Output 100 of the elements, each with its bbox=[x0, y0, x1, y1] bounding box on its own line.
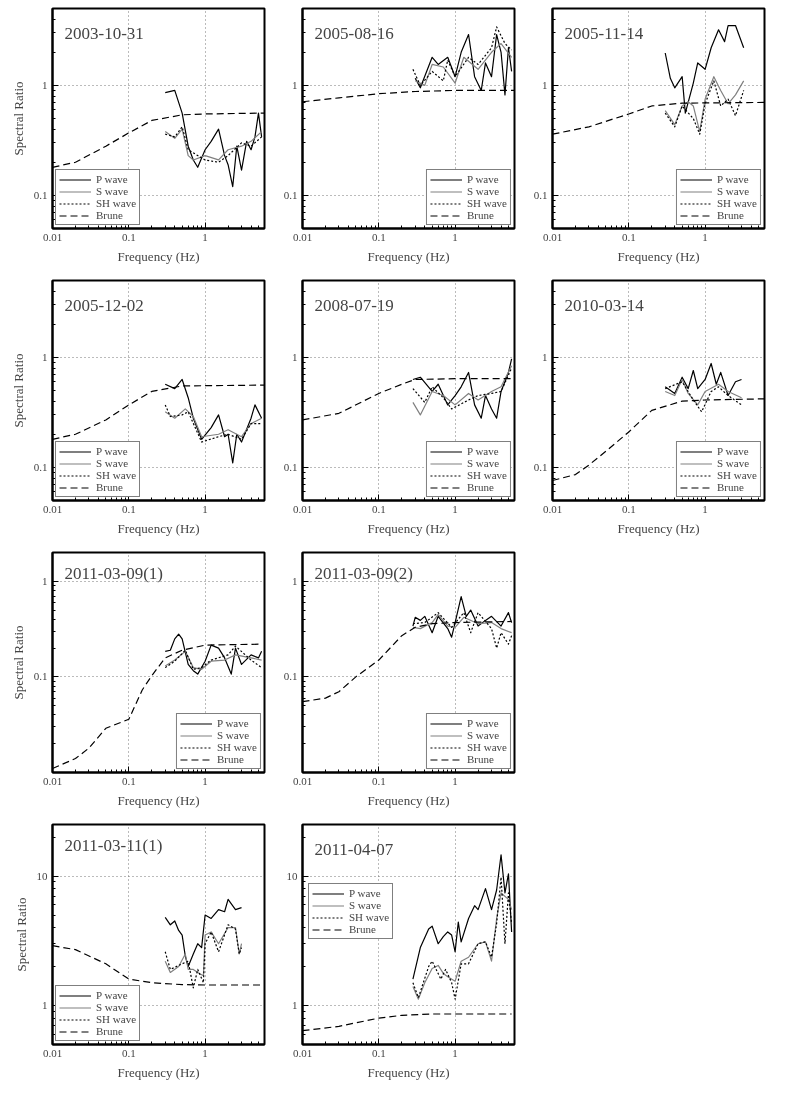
legend-label: SH wave bbox=[96, 469, 137, 481]
x-axis-title: Frequency (Hz) bbox=[117, 248, 200, 264]
legend-label: Brune bbox=[96, 1025, 123, 1037]
y-tick-label: 1 bbox=[292, 78, 298, 91]
text: 2003-10-31 bbox=[64, 23, 144, 43]
legend-label: Brune bbox=[466, 209, 494, 221]
x-tick-label: 1 bbox=[452, 230, 458, 243]
x-tick-label: 0.01 bbox=[292, 774, 313, 787]
x-tick-label: 0.01 bbox=[292, 230, 313, 243]
legend-label: S wave bbox=[466, 457, 500, 469]
x-tick-label: 0.01 bbox=[292, 1046, 313, 1059]
y-axis-title: Spectral Ratio bbox=[10, 625, 26, 700]
legend-label: P wave bbox=[716, 445, 749, 457]
legend-label: P wave bbox=[349, 887, 381, 899]
legend-label: P wave bbox=[716, 173, 749, 185]
x-axis-title: Frequency (Hz) bbox=[617, 520, 700, 536]
legend-label: S wave bbox=[716, 457, 750, 469]
legend-label: S wave bbox=[96, 185, 129, 197]
legend-label: S wave bbox=[716, 185, 750, 197]
y-tick-label: 0.1 bbox=[533, 460, 548, 473]
x-tick-label: 0.1 bbox=[371, 774, 386, 787]
legend-label: SH wave bbox=[466, 741, 507, 753]
legend-label: S wave bbox=[216, 729, 250, 741]
legend-label: S wave bbox=[96, 1001, 129, 1013]
legend-label: SH wave bbox=[216, 741, 257, 753]
legend-label: Brune bbox=[349, 923, 376, 935]
text: 2011-03-09(1) bbox=[64, 563, 164, 583]
legend-label: Brune bbox=[216, 753, 244, 765]
y-axis-title: Spectral Ratio bbox=[13, 897, 29, 972]
legend-label: S wave bbox=[349, 899, 382, 911]
x-tick-label: 1 bbox=[452, 774, 458, 787]
x-tick-label: 0.1 bbox=[121, 774, 136, 787]
y-tick-label: 1 bbox=[42, 574, 48, 587]
legend-label: P wave bbox=[466, 717, 499, 729]
x-tick-label: 1 bbox=[702, 502, 708, 515]
y-axis-title: Spectral Ratio bbox=[10, 81, 26, 156]
y-tick-label: 1 bbox=[292, 350, 298, 363]
y-tick-label: 0.1 bbox=[283, 188, 298, 201]
y-tick-label: 0.1 bbox=[533, 188, 548, 201]
text: 2011-04-07 bbox=[314, 839, 394, 859]
y-tick-label: 1 bbox=[542, 350, 548, 363]
text: 2010-03-14 bbox=[564, 295, 645, 315]
legend-label: Brune bbox=[96, 209, 123, 221]
x-axis-title: Frequency (Hz) bbox=[367, 792, 450, 808]
x-tick-label: 1 bbox=[202, 1046, 208, 1059]
text: 2005-11-14 bbox=[564, 23, 644, 43]
x-tick-label: 1 bbox=[202, 774, 208, 787]
x-axis-title: Frequency (Hz) bbox=[367, 1064, 450, 1080]
text: 2005-12-02 bbox=[64, 295, 144, 315]
legend-label: Brune bbox=[716, 209, 744, 221]
legend-label: P wave bbox=[96, 989, 128, 1001]
x-axis-title: Frequency (Hz) bbox=[367, 248, 450, 264]
x-axis-title: Frequency (Hz) bbox=[617, 248, 700, 264]
y-tick-label: 0.1 bbox=[33, 670, 48, 683]
y-tick-label: 10 bbox=[36, 869, 48, 882]
legend-label: SH wave bbox=[96, 1013, 137, 1025]
legend-label: S wave bbox=[466, 185, 500, 197]
text: 2011-03-11(1) bbox=[64, 835, 163, 855]
legend-label: P wave bbox=[466, 445, 499, 457]
x-tick-label: 0.1 bbox=[621, 230, 636, 243]
x-tick-label: 0.01 bbox=[542, 230, 563, 243]
x-axis-title: Frequency (Hz) bbox=[117, 792, 200, 808]
x-tick-label: 1 bbox=[452, 1046, 458, 1059]
legend-label: Brune bbox=[466, 753, 494, 765]
y-tick-label: 0.1 bbox=[33, 460, 48, 473]
legend-label: SH wave bbox=[716, 197, 757, 209]
y-tick-label: 1 bbox=[42, 78, 48, 91]
legend-label: P wave bbox=[466, 173, 499, 185]
y-tick-label: 1 bbox=[542, 78, 548, 91]
y-tick-label: 0.1 bbox=[283, 460, 298, 473]
x-tick-label: 1 bbox=[202, 230, 208, 243]
x-tick-label: 0.01 bbox=[42, 1046, 63, 1059]
x-tick-label: 0.1 bbox=[371, 1046, 386, 1059]
y-tick-label: 1 bbox=[292, 574, 298, 587]
x-tick-label: 0.1 bbox=[121, 230, 136, 243]
x-tick-label: 0.1 bbox=[371, 502, 386, 515]
x-tick-label: 0.1 bbox=[121, 502, 136, 515]
legend-label: SH wave bbox=[466, 197, 507, 209]
y-tick-label: 0.1 bbox=[283, 670, 298, 683]
y-tick-label: 10 bbox=[286, 869, 298, 882]
legend-label: Brune bbox=[96, 481, 123, 493]
x-tick-label: 0.01 bbox=[292, 502, 313, 515]
x-tick-label: 1 bbox=[702, 230, 708, 243]
legend-label: SH wave bbox=[349, 911, 390, 923]
legend-label: SH wave bbox=[466, 469, 507, 481]
x-tick-label: 1 bbox=[452, 502, 458, 515]
legend-label: P wave bbox=[96, 445, 128, 457]
x-axis-title: Frequency (Hz) bbox=[117, 520, 200, 536]
x-tick-label: 0.1 bbox=[621, 502, 636, 515]
text: 2008-07-19 bbox=[314, 295, 394, 315]
x-tick-label: 0.1 bbox=[121, 1046, 136, 1059]
text: 2011-03-09(2) bbox=[314, 563, 414, 583]
legend-label: Brune bbox=[716, 481, 744, 493]
y-tick-label: 1 bbox=[42, 999, 48, 1012]
x-tick-label: 1 bbox=[202, 502, 208, 515]
y-tick-label: 1 bbox=[292, 999, 298, 1012]
text: 2005-08-16 bbox=[314, 23, 394, 43]
x-tick-label: 0.01 bbox=[42, 774, 63, 787]
legend-label: Brune bbox=[466, 481, 494, 493]
x-tick-label: 0.01 bbox=[42, 230, 63, 243]
